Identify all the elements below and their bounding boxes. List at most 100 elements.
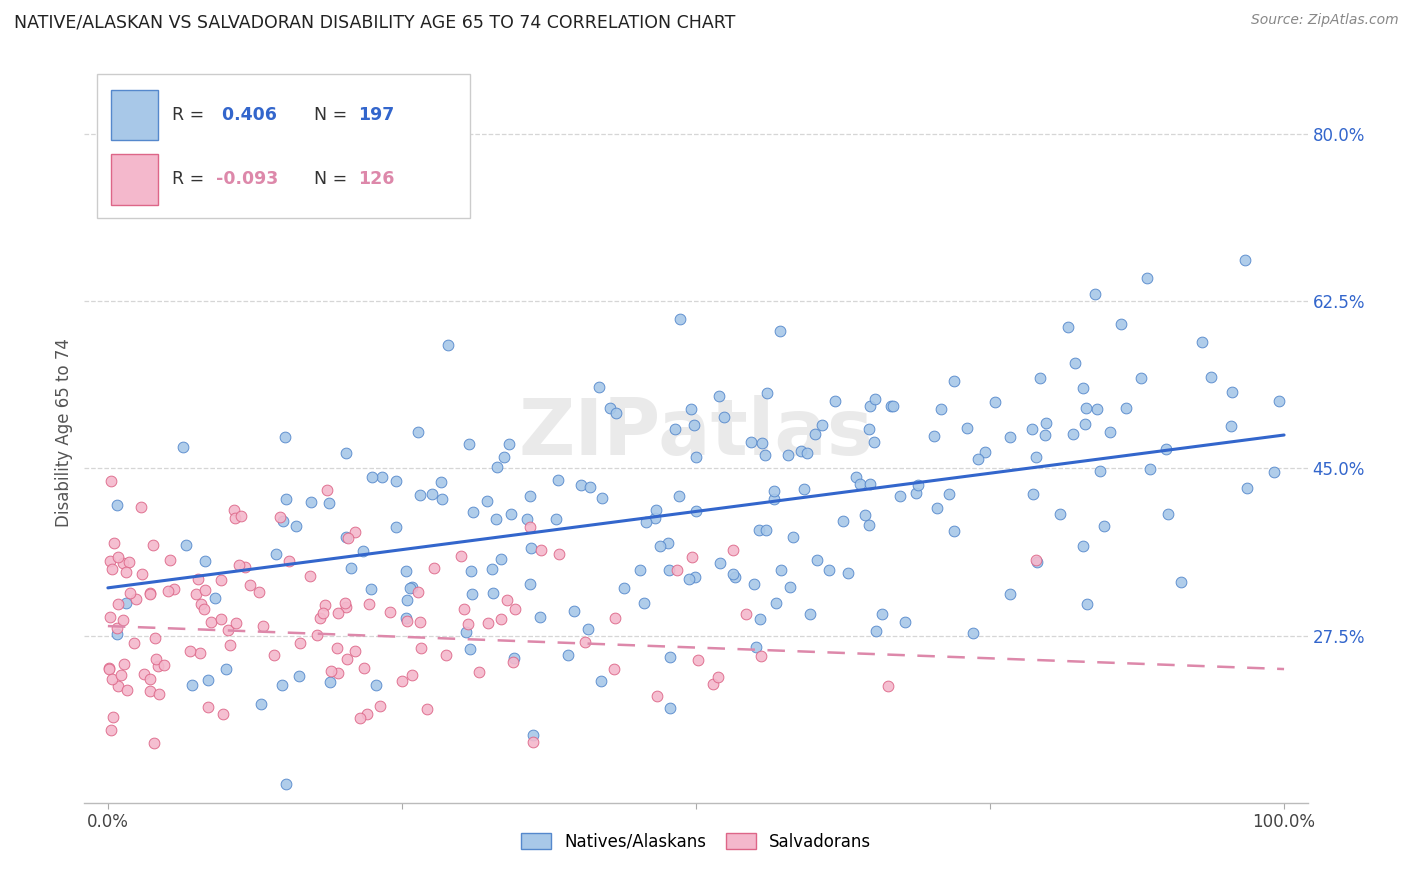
- Point: [529, 610, 551, 624]
- Point: [1268, 393, 1291, 408]
- Point: [605, 610, 627, 624]
- Point: [430, 475, 453, 489]
- Point: [309, 611, 332, 625]
- Point: [184, 586, 207, 600]
- Point: [880, 400, 903, 414]
- Point: [547, 547, 569, 561]
- Point: [1219, 418, 1241, 433]
- Point: [145, 631, 167, 645]
- Point: [734, 607, 756, 621]
- Point: [1220, 385, 1243, 400]
- Point: [353, 661, 375, 675]
- Point: [120, 585, 142, 599]
- Point: [644, 502, 666, 516]
- Point: [266, 547, 288, 561]
- Point: [385, 520, 408, 534]
- Point: [285, 518, 308, 533]
- Text: R =: R =: [173, 170, 209, 188]
- Point: [1025, 553, 1047, 567]
- Point: [763, 484, 786, 499]
- Point: [344, 644, 367, 658]
- Point: [118, 555, 141, 569]
- Point: [352, 544, 374, 558]
- Point: [1191, 335, 1213, 350]
- Point: [925, 501, 948, 516]
- Point: [107, 679, 129, 693]
- Point: [131, 500, 153, 515]
- Text: -0.093: -0.093: [217, 170, 278, 188]
- Point: [228, 558, 250, 572]
- Point: [754, 448, 776, 462]
- Point: [326, 666, 349, 681]
- Point: [929, 402, 952, 417]
- Point: [1049, 507, 1071, 521]
- Point: [103, 710, 125, 724]
- Point: [298, 569, 321, 583]
- Point: [138, 683, 160, 698]
- Point: [870, 607, 893, 621]
- Point: [340, 561, 363, 575]
- Point: [215, 662, 238, 676]
- Point: [790, 444, 813, 458]
- Point: [515, 512, 537, 526]
- Point: [889, 490, 911, 504]
- Point: [683, 570, 706, 584]
- Point: [962, 626, 984, 640]
- Point: [562, 604, 585, 618]
- Point: [503, 602, 526, 616]
- Point: [420, 487, 443, 501]
- Point: [461, 505, 484, 519]
- Point: [998, 429, 1021, 443]
- Point: [152, 657, 174, 672]
- Text: 126: 126: [359, 170, 395, 188]
- Point: [859, 399, 882, 413]
- Point: [174, 538, 197, 552]
- Point: [938, 487, 960, 501]
- Point: [299, 495, 322, 509]
- Point: [1088, 464, 1111, 478]
- Point: [368, 698, 391, 713]
- Point: [547, 474, 569, 488]
- Point: [380, 605, 402, 619]
- Point: [1136, 271, 1159, 285]
- FancyBboxPatch shape: [97, 73, 470, 218]
- Text: Source: ZipAtlas.com: Source: ZipAtlas.com: [1251, 13, 1399, 28]
- Point: [1029, 371, 1052, 385]
- Point: [1263, 465, 1285, 479]
- Point: [1109, 317, 1132, 331]
- Point: [460, 564, 482, 578]
- Point: [434, 648, 457, 662]
- Point: [100, 723, 122, 738]
- Point: [494, 450, 516, 464]
- Point: [748, 523, 770, 537]
- Point: [574, 635, 596, 649]
- Point: [853, 508, 876, 522]
- Point: [1076, 598, 1098, 612]
- Point: [467, 665, 489, 680]
- Point: [112, 657, 135, 671]
- Point: [544, 511, 567, 525]
- Point: [973, 444, 995, 458]
- Point: [316, 483, 339, 497]
- Point: [107, 549, 129, 564]
- Point: [769, 325, 792, 339]
- Point: [278, 553, 301, 567]
- Point: [668, 312, 690, 326]
- Point: [1033, 428, 1056, 442]
- Point: [628, 563, 651, 577]
- Point: [395, 611, 418, 625]
- Point: [496, 592, 519, 607]
- Point: [1130, 371, 1153, 385]
- Point: [105, 627, 128, 641]
- Point: [193, 601, 215, 615]
- Point: [685, 450, 707, 465]
- Point: [749, 648, 772, 663]
- Point: [360, 582, 382, 596]
- Point: [180, 678, 202, 692]
- Point: [458, 642, 481, 657]
- Point: [591, 673, 613, 688]
- Point: [702, 677, 724, 691]
- Point: [98, 610, 121, 624]
- Point: [599, 401, 621, 416]
- Point: [274, 430, 297, 444]
